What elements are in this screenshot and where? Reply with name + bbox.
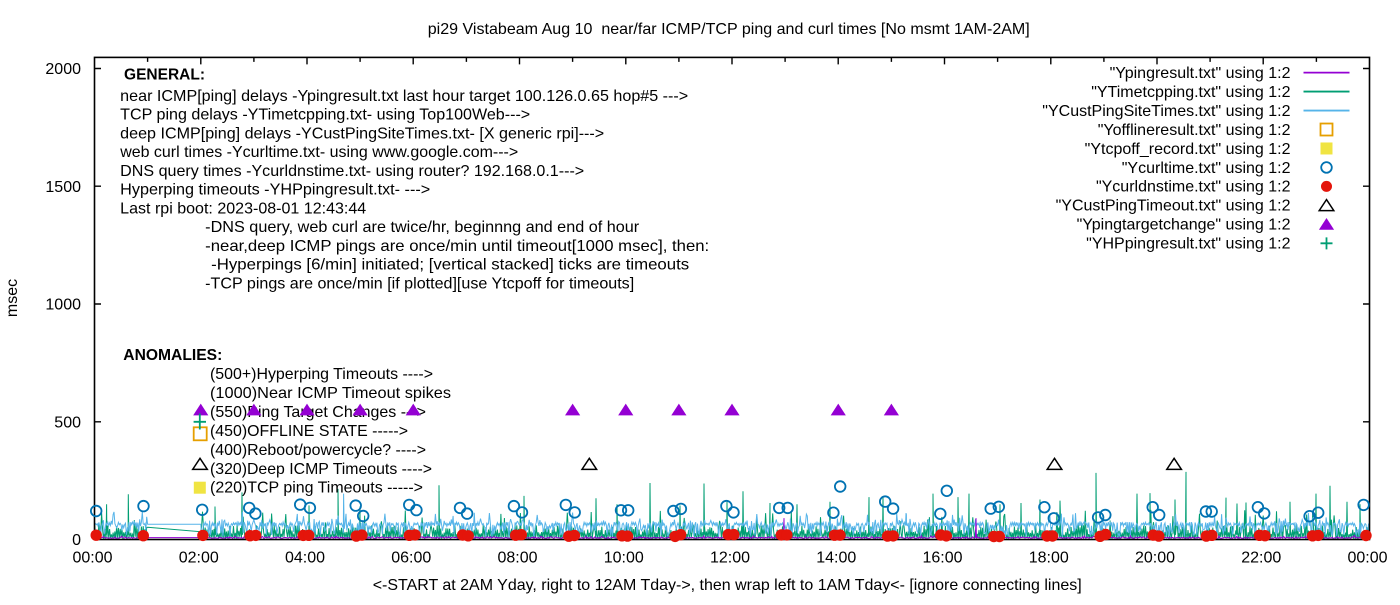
svg-text:(320)Deep ICMP Timeouts ---->: (320)Deep ICMP Timeouts ----> <box>210 461 432 478</box>
svg-text:Last rpi boot: 2023-08-01 12:4: Last rpi boot: 2023-08-01 12:43:44 <box>120 200 366 217</box>
svg-text:(550)Ping Target Changes --->: (550)Ping Target Changes ---> <box>210 404 426 421</box>
svg-text:16:00: 16:00 <box>922 550 962 567</box>
svg-text:"YCustPingSiteTimes.txt" using: "YCustPingSiteTimes.txt" using 1:2 <box>1042 103 1290 120</box>
svg-text:-DNS query, web curl are twice: -DNS query, web curl are twice/hr, begin… <box>205 219 640 236</box>
svg-text:"YTimetcpping.txt" using 1:2: "YTimetcpping.txt" using 1:2 <box>1091 84 1290 101</box>
svg-text:pi29 Vistabeam Aug 10 near/fa: pi29 Vistabeam Aug 10 near/far ICMP/TCP … <box>428 21 1030 38</box>
svg-text:08:00: 08:00 <box>497 550 537 567</box>
svg-text:18:00: 18:00 <box>1029 550 1069 567</box>
svg-text:ANOMALIES:: ANOMALIES: <box>123 347 222 364</box>
svg-text:12:00: 12:00 <box>710 550 750 567</box>
svg-text:14:00: 14:00 <box>816 550 856 567</box>
svg-text:-TCP pings are once/min [if pl: -TCP pings are once/min [if plotted][use… <box>205 275 634 292</box>
svg-text:22:00: 22:00 <box>1241 550 1281 567</box>
svg-text:"Ypingtargetchange" using 1:2: "Ypingtargetchange" using 1:2 <box>1077 217 1291 234</box>
svg-text:2000: 2000 <box>45 61 81 78</box>
svg-text:(400)Reboot/powercycle? ---->: (400)Reboot/powercycle? ----> <box>210 442 426 459</box>
svg-text:06:00: 06:00 <box>391 550 431 567</box>
svg-text:"Ypingresult.txt" using 1:2: "Ypingresult.txt" using 1:2 <box>1110 65 1291 82</box>
svg-text:20:00: 20:00 <box>1135 550 1175 567</box>
svg-text:"Yofflineresult.txt" using 1:2: "Yofflineresult.txt" using 1:2 <box>1098 122 1291 139</box>
svg-text:web curl times -Ycurltime.txt-: web curl times -Ycurltime.txt- using www… <box>119 144 518 161</box>
svg-text:00:00: 00:00 <box>1347 550 1387 567</box>
svg-text:TCP ping delays -YTimetcpping.: TCP ping delays -YTimetcpping.txt- using… <box>120 107 530 124</box>
svg-text:"YCustPingTimeout.txt" using 1: "YCustPingTimeout.txt" using 1:2 <box>1056 198 1291 215</box>
svg-text:<-START at 2AM Yday, right to: <-START at 2AM Yday, right to 12AM Tday-… <box>373 577 1082 594</box>
svg-text:1500: 1500 <box>45 179 81 196</box>
svg-text:-near,deep ICMP pings are once: -near,deep ICMP pings are once/min until… <box>205 238 709 255</box>
svg-text:(500+)Hyperping Timeouts ---->: (500+)Hyperping Timeouts ----> <box>210 366 433 383</box>
svg-text:0: 0 <box>72 532 81 549</box>
svg-text:00:00: 00:00 <box>72 550 112 567</box>
svg-text:deep ICMP[ping] delays -YCustP: deep ICMP[ping] delays -YCustPingSiteTim… <box>120 125 604 142</box>
svg-text:Hyperping timeouts -YHPpingres: Hyperping timeouts -YHPpingresult.txt- -… <box>120 182 430 199</box>
svg-text:DNS query times -Ycurldnstime.: DNS query times -Ycurldnstime.txt- using… <box>120 163 584 180</box>
svg-text:GENERAL:: GENERAL: <box>124 67 205 84</box>
svg-text:msec: msec <box>4 279 21 317</box>
svg-text:"YHPpingresult.txt" using 1:2: "YHPpingresult.txt" using 1:2 <box>1086 236 1290 253</box>
svg-text:10:00: 10:00 <box>604 550 644 567</box>
svg-text:"Ytcpoff_record.txt" using 1:2: "Ytcpoff_record.txt" using 1:2 <box>1085 141 1291 158</box>
svg-text:(1000)Near ICMP Timeout spikes: (1000)Near ICMP Timeout spikes <box>210 385 451 402</box>
svg-text:(450)OFFLINE STATE ----->: (450)OFFLINE STATE -----> <box>210 423 408 440</box>
svg-text:near ICMP[ping] delays -Ypingr: near ICMP[ping] delays -Ypingresult.txt … <box>120 88 688 105</box>
svg-text:-Hyperpings [6/min] initiated;: -Hyperpings [6/min] initiated; [vertical… <box>211 257 689 274</box>
svg-text:02:00: 02:00 <box>179 550 219 567</box>
svg-text:(220)TCP ping Timeouts ----->: (220)TCP ping Timeouts -----> <box>210 480 423 497</box>
svg-text:"Ycurltime.txt" using 1:2: "Ycurltime.txt" using 1:2 <box>1122 160 1291 177</box>
svg-text:500: 500 <box>54 414 81 431</box>
svg-text:1000: 1000 <box>45 297 81 314</box>
svg-text:04:00: 04:00 <box>285 550 325 567</box>
svg-text:"Ycurldnstime.txt" using 1:2: "Ycurldnstime.txt" using 1:2 <box>1096 179 1291 196</box>
